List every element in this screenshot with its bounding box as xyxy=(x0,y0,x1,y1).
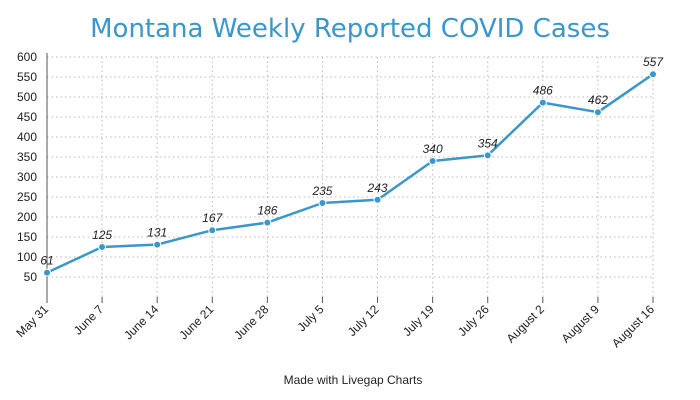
data-label: 243 xyxy=(367,181,388,195)
x-tick-label: July 26 xyxy=(455,302,492,339)
data-label: 167 xyxy=(202,211,223,225)
data-point[interactable] xyxy=(208,226,217,235)
x-tick-label: June 7 xyxy=(71,302,107,338)
x-axis-ticks: May 31 June 7 June 14 June 21 June 28 July 5 J… xyxy=(13,302,657,350)
x-tick-label: June 14 xyxy=(121,302,161,342)
y-tick-label: 600 xyxy=(17,50,37,64)
data-point[interactable] xyxy=(153,240,162,249)
data-label: 235 xyxy=(311,184,332,198)
data-label: 354 xyxy=(478,136,498,150)
data-point[interactable] xyxy=(318,199,327,207)
x-tick-label: June 28 xyxy=(231,302,271,342)
data-labels: 61 125 131 167 186 235 243 340 354 486 462 557 xyxy=(40,55,664,267)
series-layer xyxy=(43,70,657,277)
data-point[interactable] xyxy=(428,157,437,165)
data-point[interactable] xyxy=(43,268,51,277)
y-axis-ticks: 50 100 150 200 250 300 350 400 450 500 550 600 xyxy=(17,50,37,284)
y-tick-label: 100 xyxy=(17,250,37,264)
y-tick-label: 250 xyxy=(17,190,37,204)
y-tick-label: 500 xyxy=(17,90,37,104)
data-label: 557 xyxy=(643,55,664,69)
y-tick-label: 350 xyxy=(17,150,37,164)
x-tick-label: July 19 xyxy=(400,302,437,339)
y-tick-label: 300 xyxy=(17,170,37,184)
y-tick-label: 50 xyxy=(24,270,38,284)
data-label: 61 xyxy=(40,254,53,268)
y-tick-label: 200 xyxy=(17,210,37,224)
data-point[interactable] xyxy=(593,108,602,117)
x-tick-label: August 9 xyxy=(559,302,603,346)
chart-title: Montana Weekly Reported COVID Cases xyxy=(90,14,610,44)
data-point[interactable] xyxy=(649,70,657,79)
data-point[interactable] xyxy=(373,195,382,204)
series-line xyxy=(46,73,654,274)
x-tick-label: August 16 xyxy=(609,302,657,350)
data-point[interactable] xyxy=(483,151,492,160)
data-point[interactable] xyxy=(263,218,272,227)
axis-layer xyxy=(46,53,654,303)
data-label: 131 xyxy=(147,226,167,240)
data-label: 340 xyxy=(423,142,443,156)
data-label: 462 xyxy=(588,93,608,107)
chart-credit: Made with Livegap Charts xyxy=(284,373,423,387)
x-tick-label: June 21 xyxy=(176,302,216,342)
y-tick-label: 150 xyxy=(17,230,37,244)
data-point[interactable] xyxy=(98,243,107,251)
data-label: 186 xyxy=(257,204,277,218)
x-tick-label: May 31 xyxy=(13,302,51,340)
x-tick-label: July 12 xyxy=(345,302,382,339)
x-tick-label: August 2 xyxy=(504,302,548,346)
x-tick-label: July 5 xyxy=(295,302,327,334)
y-tick-label: 450 xyxy=(17,110,37,124)
data-label: 486 xyxy=(533,84,553,98)
y-tick-label: 550 xyxy=(17,70,37,84)
data-label: 125 xyxy=(92,228,112,242)
data-point[interactable] xyxy=(538,98,547,107)
grid-layer xyxy=(46,56,654,297)
y-tick-label: 400 xyxy=(17,130,37,144)
